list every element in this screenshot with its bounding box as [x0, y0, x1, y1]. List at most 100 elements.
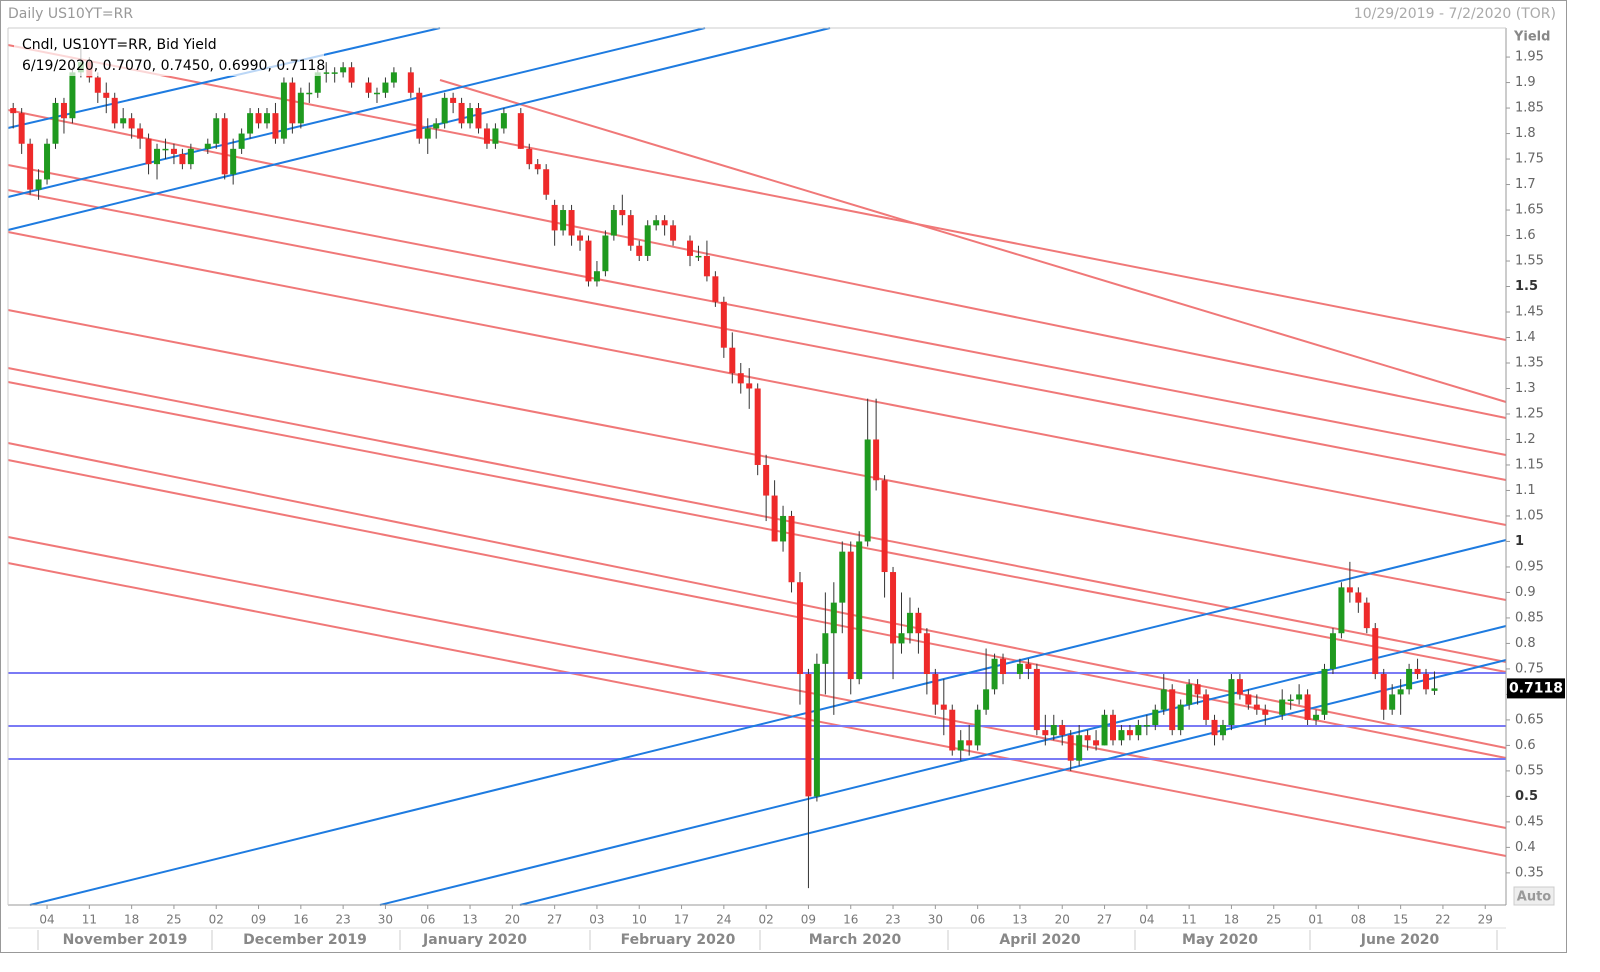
y-tick-label: 1.55 [1515, 254, 1544, 269]
candle-body [348, 67, 355, 83]
x-tick-label: 06 [970, 913, 985, 927]
date-range: 10/29/2019 - 7/2/2020 (TOR) [1354, 6, 1556, 22]
candle-body [1143, 725, 1150, 727]
x-tick-label: 10 [632, 913, 647, 927]
y-tick-label: 1.3 [1515, 381, 1536, 396]
auto-button[interactable] [1513, 886, 1555, 906]
candle-body [1118, 730, 1125, 741]
candle-body [170, 148, 177, 154]
y-tick-label: 0.65 [1515, 712, 1544, 727]
auto-button-label[interactable]: Auto [1517, 890, 1552, 905]
candle-body [636, 245, 643, 256]
trendline [7, 27, 441, 129]
candle-body [1152, 709, 1159, 726]
candle-body [162, 148, 169, 151]
x-tick-label: 02 [758, 913, 773, 927]
candle-body [949, 709, 956, 751]
trendline [7, 367, 1507, 663]
x-tick-label: 13 [1012, 913, 1027, 927]
candle-body [213, 118, 220, 144]
trendline [7, 109, 1507, 419]
x-tick-label: 11 [1181, 913, 1196, 927]
y-tick-label: 1.7 [1515, 177, 1536, 192]
candle-body [1346, 587, 1353, 593]
trendline [7, 231, 1507, 526]
y-axis-title: Yield [1513, 30, 1550, 45]
y-tick-label: 1.4 [1515, 330, 1536, 345]
candle-body [1228, 679, 1235, 726]
candle-body [771, 495, 778, 542]
x-tick-label: 08 [1351, 913, 1366, 927]
candle-body [365, 82, 372, 93]
candle-body [331, 72, 338, 74]
candle-body [1194, 684, 1201, 695]
candle-body [1313, 714, 1320, 720]
candle-body [314, 72, 321, 93]
candle-body [340, 67, 347, 73]
candle-body [1363, 602, 1370, 629]
candle-body [796, 582, 803, 675]
candle-body [500, 113, 507, 129]
candle-body [1397, 689, 1404, 695]
month-label: January 2020 [422, 932, 527, 948]
candle-body [94, 77, 101, 93]
x-tick-label: 15 [1393, 913, 1408, 927]
candle-body [289, 82, 296, 124]
y-tick-label: 0.95 [1515, 559, 1544, 574]
candle-body [407, 72, 414, 93]
candle-body [35, 179, 42, 190]
trendline [7, 44, 1507, 341]
candle-body [653, 220, 660, 226]
x-tick-label: 16 [293, 913, 308, 927]
candle-body [593, 271, 600, 282]
candle-body [526, 148, 533, 165]
x-tick-label: 27 [1097, 913, 1112, 927]
y-tick-label: 1.65 [1515, 203, 1544, 218]
candle-body [1059, 725, 1066, 736]
candle-body [610, 210, 617, 236]
y-tick-label: 1.95 [1515, 50, 1544, 65]
candle-body [230, 148, 237, 175]
candle-body [627, 215, 634, 246]
drawings [7, 27, 1507, 906]
candle-body [373, 92, 380, 95]
candle-body [1016, 663, 1023, 675]
candle-body [898, 633, 905, 644]
trendline [519, 659, 1507, 906]
candle-body [1338, 587, 1345, 634]
candle-body [1304, 694, 1311, 720]
trendline [379, 625, 1507, 906]
candle-body [475, 108, 482, 129]
candle-body [1177, 704, 1184, 731]
candle-body [847, 551, 854, 680]
candle-body [10, 108, 17, 114]
candle-body [1067, 735, 1074, 761]
candle-body [788, 515, 795, 583]
x-tick-label: 09 [251, 913, 266, 927]
x-tick-label: 25 [1266, 913, 1281, 927]
x-tick-label: 06 [420, 913, 435, 927]
frame [0, 0, 1567, 953]
candle-body [1110, 714, 1116, 741]
candle-body [822, 633, 829, 664]
candle-body [830, 602, 837, 634]
candle-body [27, 143, 34, 190]
month-label: March 2020 [809, 932, 902, 948]
candle-body [712, 276, 719, 302]
readout-box [14, 34, 324, 76]
candle-body [1093, 740, 1100, 746]
candle-body [297, 92, 304, 124]
candle-body [1050, 725, 1057, 736]
candle-body [703, 255, 710, 277]
month-label: November 2019 [63, 932, 188, 948]
candle-body [467, 108, 474, 124]
candle-body [619, 210, 626, 216]
y-tick-label: 1 [1515, 534, 1524, 549]
candle-body [1287, 699, 1294, 702]
blue-trendlines [7, 27, 1507, 906]
candle-body [221, 118, 228, 175]
y-tick-label: 0.45 [1515, 814, 1544, 829]
candle-body [103, 92, 110, 98]
candle-body [695, 255, 702, 258]
candle-body [137, 128, 144, 139]
